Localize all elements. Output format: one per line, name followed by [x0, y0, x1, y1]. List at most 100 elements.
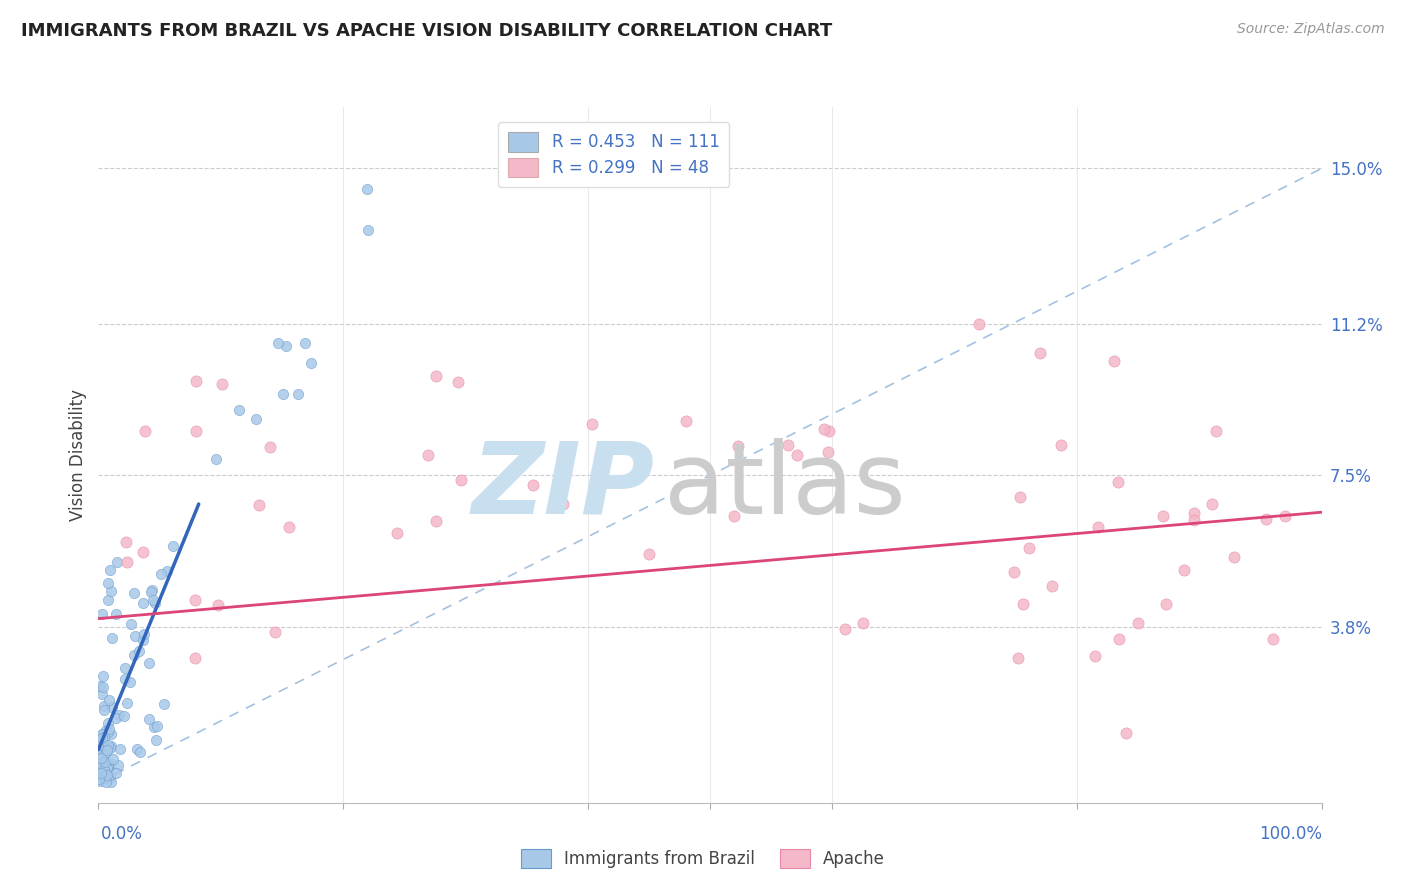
Point — [104, 765, 127, 780]
Point — [100, 757, 122, 772]
Point — [90, 735, 112, 749]
Point — [1010, 490, 1032, 504]
Point — [114, 661, 136, 675]
Point — [115, 535, 138, 549]
Point — [1274, 509, 1296, 524]
Point — [93, 742, 115, 756]
Point — [1050, 437, 1073, 451]
Point — [91, 759, 114, 773]
Point — [1205, 424, 1227, 438]
Point — [1040, 579, 1063, 593]
Point — [211, 376, 233, 391]
Legend: Immigrants from Brazil, Apache: Immigrants from Brazil, Apache — [515, 842, 891, 875]
Text: 0.0%: 0.0% — [101, 825, 143, 843]
Point — [162, 539, 184, 553]
Point — [522, 478, 544, 492]
Point — [91, 767, 114, 781]
Point — [675, 414, 697, 428]
Point — [132, 545, 155, 559]
Point — [101, 631, 124, 645]
Point — [93, 698, 115, 713]
Point — [93, 739, 115, 753]
Point — [134, 424, 156, 438]
Point — [150, 566, 173, 581]
Point — [98, 741, 121, 756]
Point — [98, 693, 121, 707]
Point — [98, 771, 121, 785]
Point — [267, 335, 290, 350]
Point — [93, 703, 115, 717]
Point — [94, 756, 117, 770]
Text: IMMIGRANTS FROM BRAZIL VS APACHE VISION DISABILITY CORRELATION CHART: IMMIGRANTS FROM BRAZIL VS APACHE VISION … — [21, 22, 832, 40]
Point — [228, 403, 250, 417]
Point — [813, 422, 835, 436]
Point — [287, 387, 309, 401]
Point — [107, 708, 129, 723]
Point — [1108, 632, 1130, 646]
Point — [91, 727, 114, 741]
Point — [818, 424, 841, 438]
Point — [277, 520, 299, 534]
Point — [186, 374, 208, 388]
Point — [93, 669, 115, 683]
Point — [93, 731, 115, 745]
Point — [294, 336, 316, 351]
Point — [100, 774, 122, 789]
Point — [638, 547, 661, 561]
Point — [94, 760, 117, 774]
Point — [90, 755, 112, 769]
Point — [141, 585, 163, 599]
Point — [100, 739, 122, 753]
Point — [91, 726, 114, 740]
Point — [117, 555, 139, 569]
Point — [94, 745, 117, 759]
Point — [450, 473, 472, 487]
Point — [94, 768, 117, 782]
Point — [112, 709, 135, 723]
Point — [89, 773, 111, 788]
Point — [418, 448, 440, 462]
Point — [141, 583, 163, 598]
Text: Source: ZipAtlas.com: Source: ZipAtlas.com — [1237, 22, 1385, 37]
Point — [98, 768, 121, 782]
Point — [100, 584, 122, 599]
Point — [110, 742, 132, 756]
Point — [90, 687, 112, 701]
Point — [128, 644, 150, 658]
Point — [91, 681, 114, 695]
Point — [245, 412, 267, 426]
Point — [967, 317, 990, 331]
Point — [89, 757, 111, 772]
Point — [186, 424, 208, 438]
Text: ZIP: ZIP — [472, 438, 655, 534]
Point — [1261, 632, 1284, 646]
Point — [96, 723, 118, 737]
Point — [581, 417, 603, 432]
Point — [96, 761, 118, 775]
Point — [1173, 563, 1195, 577]
Point — [124, 629, 146, 643]
Point — [91, 731, 114, 745]
Point — [97, 725, 120, 739]
Point — [276, 339, 298, 353]
Point — [132, 627, 155, 641]
Point — [1128, 615, 1150, 630]
Point — [204, 452, 226, 467]
Point — [93, 759, 115, 773]
Point — [96, 768, 118, 782]
Point — [852, 615, 875, 630]
Point — [125, 742, 148, 756]
Point — [128, 745, 150, 759]
Text: 100.0%: 100.0% — [1258, 825, 1322, 843]
Point — [447, 376, 470, 390]
Point — [94, 755, 117, 769]
Point — [101, 752, 124, 766]
Point — [122, 648, 145, 663]
Point — [1182, 506, 1205, 520]
Point — [271, 386, 294, 401]
Point — [1182, 513, 1205, 527]
Point — [96, 743, 118, 757]
Point — [122, 585, 145, 599]
Point — [1007, 650, 1029, 665]
Point — [1102, 353, 1125, 368]
